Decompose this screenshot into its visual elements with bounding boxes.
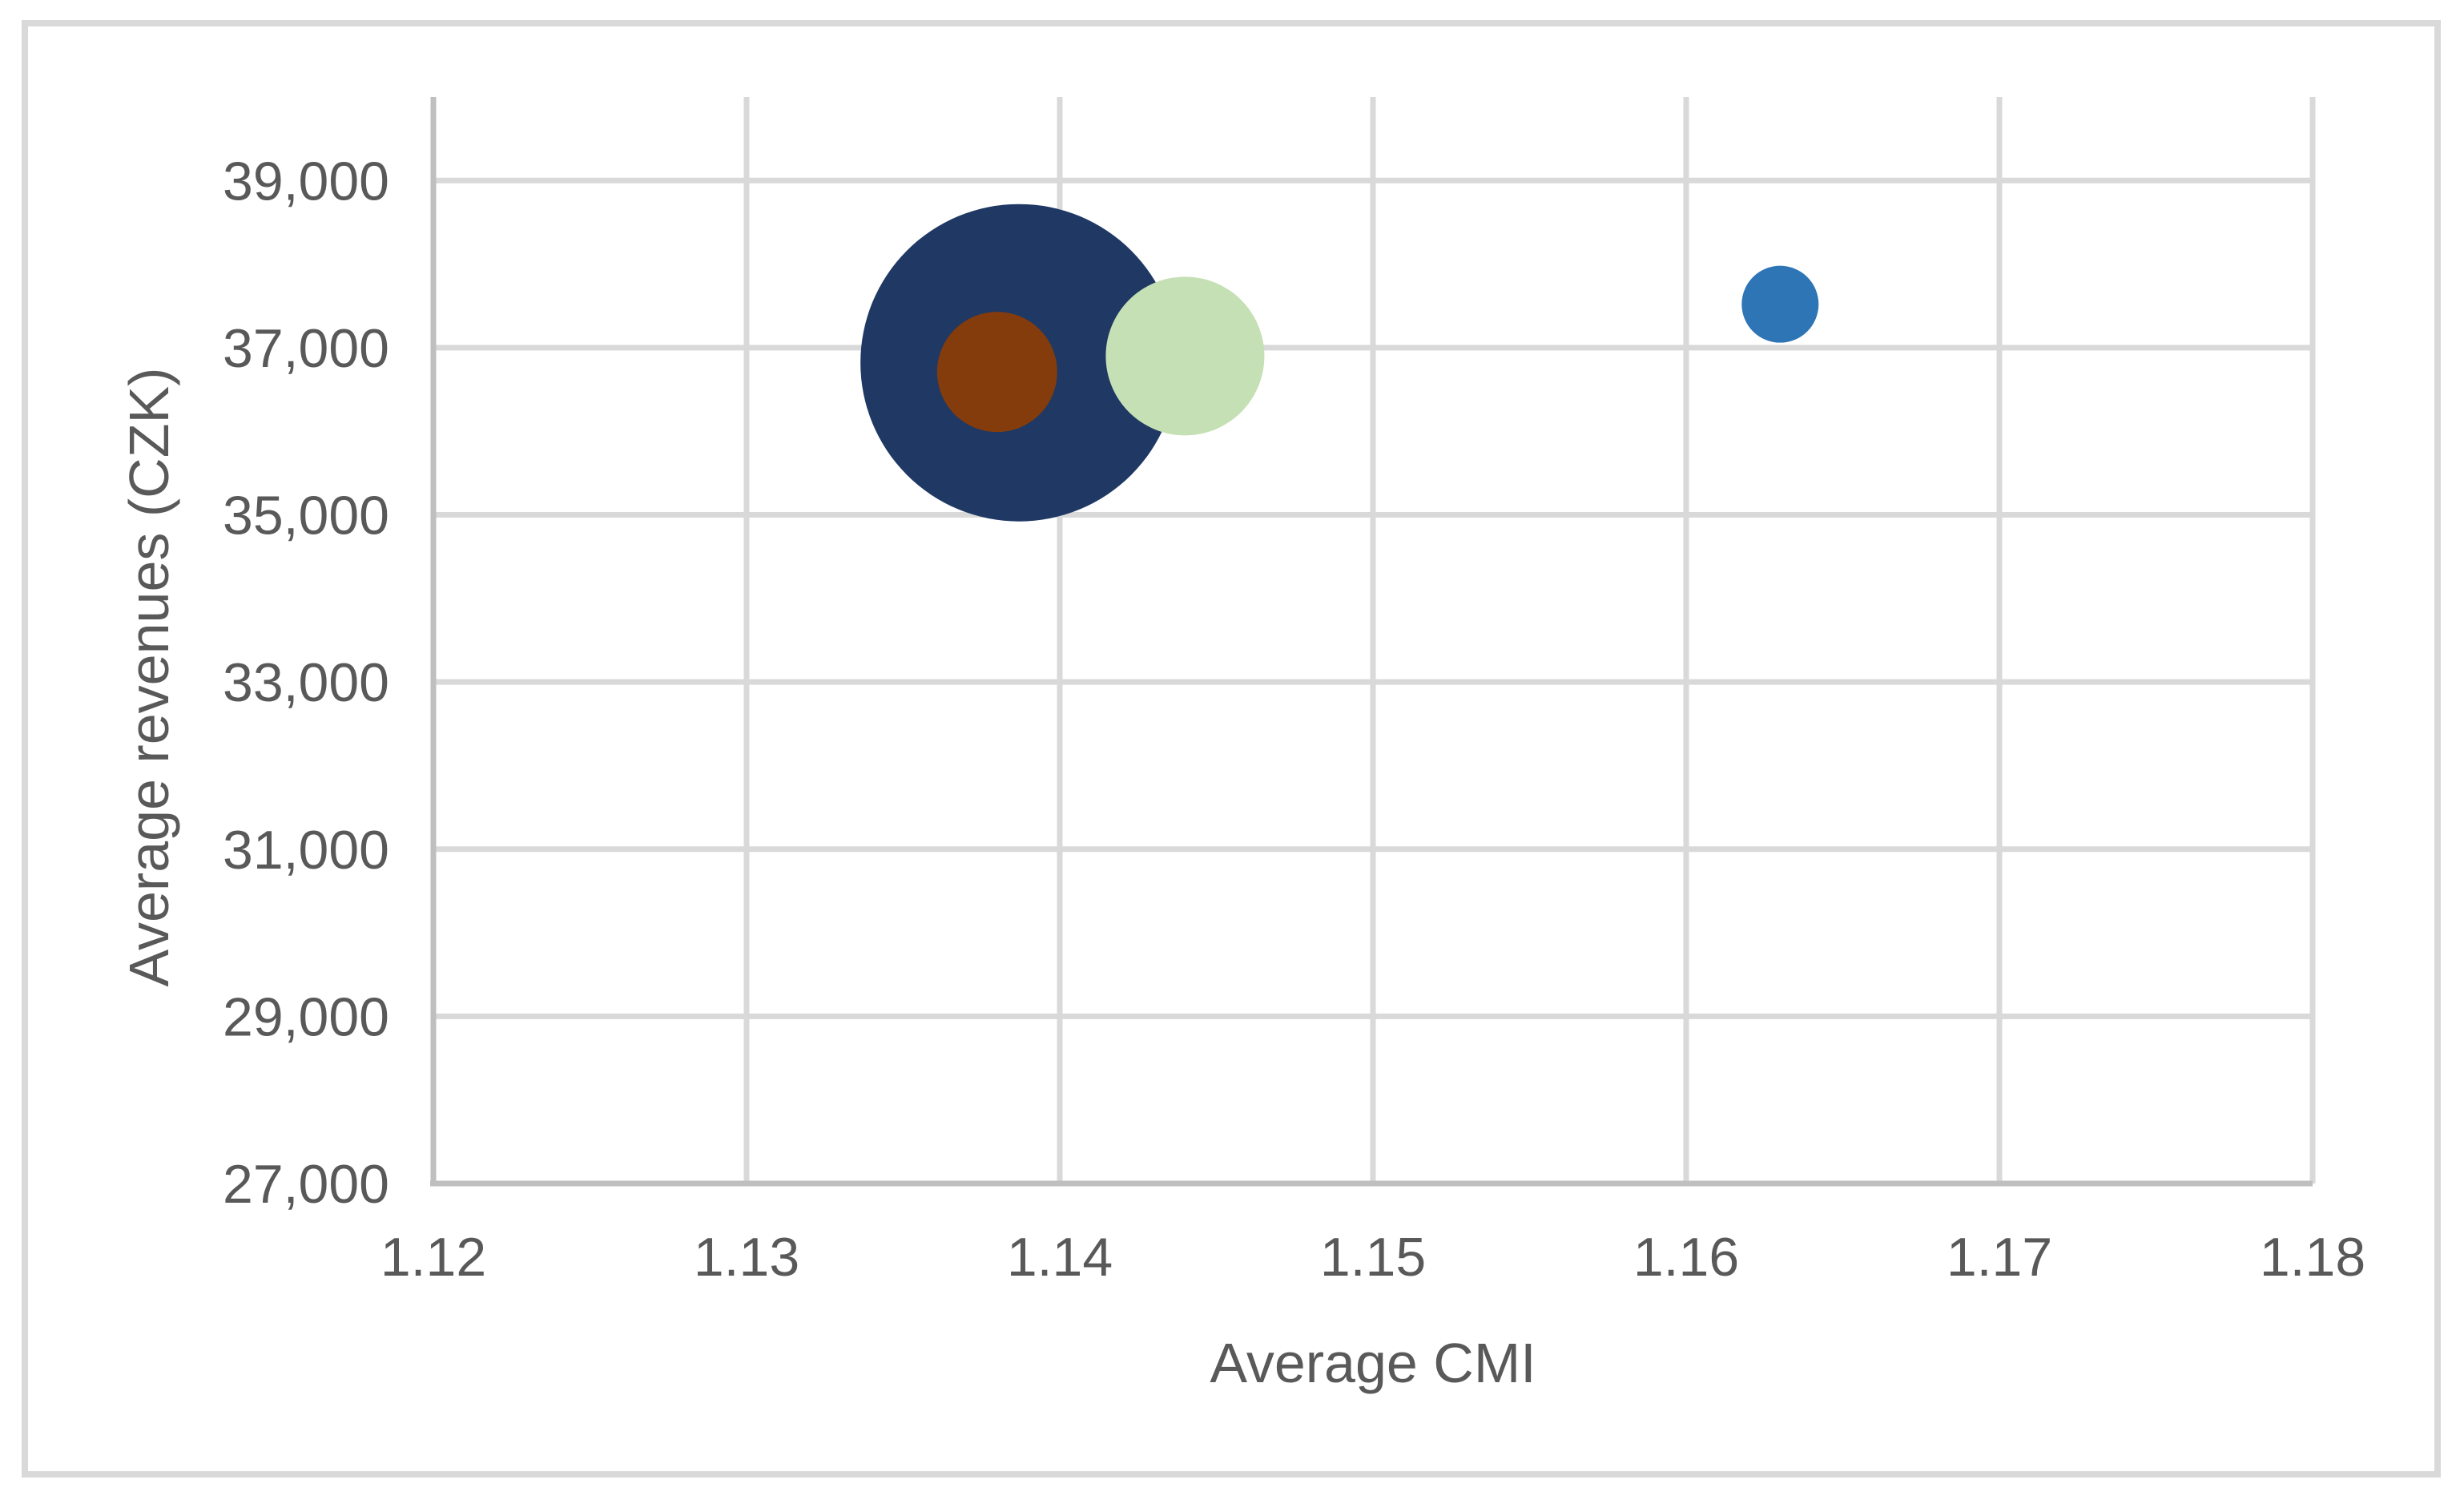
bubble-series bbox=[860, 204, 1819, 522]
y-tick-label: 27,000 bbox=[223, 1154, 389, 1215]
y-tick-label: 33,000 bbox=[223, 652, 389, 713]
gridlines bbox=[433, 97, 2316, 1183]
axis-lines bbox=[430, 97, 2313, 1187]
y-tick-label: 35,000 bbox=[223, 486, 389, 546]
x-tick-label: 1.15 bbox=[1320, 1227, 1426, 1288]
bubble-brown bbox=[936, 312, 1057, 433]
x-tick-label: 1.13 bbox=[694, 1227, 799, 1288]
x-tick-label: 1.14 bbox=[1007, 1227, 1113, 1288]
y-tick-label: 37,000 bbox=[223, 318, 389, 379]
chart-border bbox=[22, 20, 2441, 1478]
y-tick-label: 31,000 bbox=[223, 820, 389, 881]
x-tick-label: 1.12 bbox=[380, 1227, 486, 1288]
bubble-green bbox=[1105, 276, 1265, 436]
tick-labels: 27,000 29,000 31,000 33,000 35,000 37,000 39,0… bbox=[223, 151, 2365, 1288]
x-tick-label: 1.16 bbox=[1633, 1227, 1739, 1288]
x-axis-title: Average CMI bbox=[1210, 1332, 1536, 1394]
y-tick-label: 39,000 bbox=[223, 151, 389, 212]
y-axis-title: Average revenues (CZK) bbox=[118, 368, 180, 987]
y-tick-label: 29,000 bbox=[223, 986, 389, 1047]
bubble-blue bbox=[1741, 265, 1819, 343]
x-tick-label: 1.17 bbox=[1947, 1227, 2052, 1288]
x-tick-label: 1.18 bbox=[2260, 1227, 2365, 1288]
